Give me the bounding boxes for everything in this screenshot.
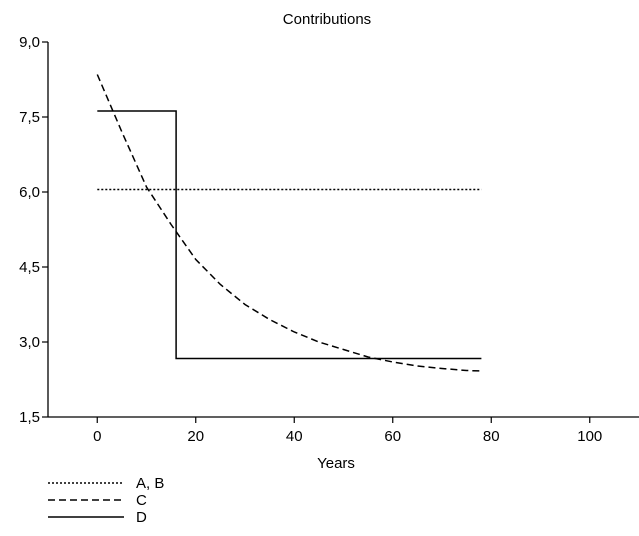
x-axis-label: Years bbox=[317, 455, 355, 472]
legend-label: C bbox=[136, 492, 147, 509]
x-tick-label: 60 bbox=[384, 428, 401, 445]
legend: A, BCD bbox=[48, 475, 164, 526]
legend-label: D bbox=[136, 509, 147, 526]
y-tick-label: 7,5 bbox=[19, 109, 40, 126]
y-tick-label: 4,5 bbox=[19, 259, 40, 276]
x-tick-label: 20 bbox=[187, 428, 204, 445]
plot-area bbox=[96, 74, 482, 372]
x-tick-label: 100 bbox=[577, 428, 602, 445]
x-tick-label: 80 bbox=[483, 428, 500, 445]
legend-label: A, B bbox=[136, 475, 164, 492]
x-tick-label: 0 bbox=[93, 428, 101, 445]
x-axis-ticks: 0 20 40 60 80 100 bbox=[93, 417, 602, 445]
y-tick-label: 9,0 bbox=[19, 34, 40, 51]
series-line-c bbox=[96, 74, 482, 372]
y-tick-label: 6,0 bbox=[19, 184, 40, 201]
x-tick-label: 40 bbox=[286, 428, 303, 445]
y-axis-ticks: 1,5 3,0 4,5 6,0 7,5 9,0 bbox=[19, 34, 48, 426]
series-line-d bbox=[97, 110, 482, 360]
y-tick-label: 1,5 bbox=[19, 409, 40, 426]
axes bbox=[47, 42, 639, 418]
y-tick-label: 3,0 bbox=[19, 334, 40, 351]
chart-title: Contributions bbox=[283, 11, 371, 28]
